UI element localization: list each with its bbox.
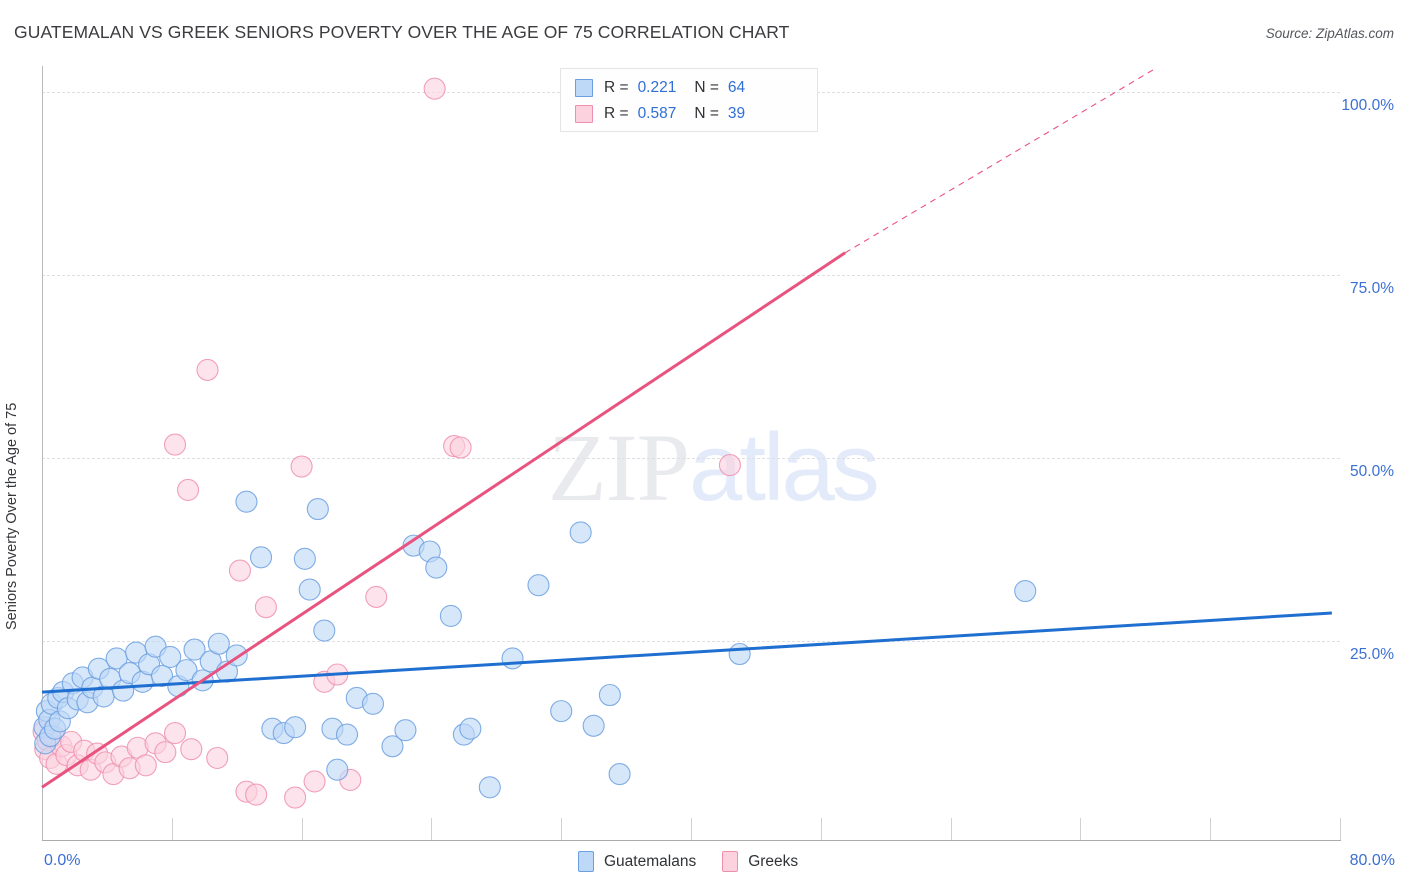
data-point — [423, 77, 446, 100]
n-value-guatemalans: 64 — [727, 79, 746, 96]
data-point — [180, 738, 203, 761]
data-point — [196, 358, 219, 381]
data-point — [608, 763, 631, 786]
data-point — [151, 664, 174, 688]
data-point — [290, 455, 313, 478]
data-point — [303, 770, 326, 793]
x-tick-72 — [1210, 818, 1212, 840]
x-axis-min-label: 0.0% — [44, 852, 81, 869]
series-legend-item-greeks[interactable]: Greeks — [722, 851, 798, 872]
trend-extension-greeks — [844, 69, 1154, 254]
data-point — [478, 776, 501, 799]
correlation-legend: R = 0.221 N = 64 R = 0.587 N = 39 — [560, 68, 818, 132]
legend-swatch-greeks — [575, 105, 593, 123]
data-point — [326, 758, 349, 781]
n-value-greeks: 39 — [727, 105, 746, 122]
x-tick-8 — [171, 818, 173, 840]
data-point — [206, 746, 229, 770]
trend-line-greeks — [41, 251, 846, 789]
r-value-greeks: 0.587 — [637, 105, 677, 122]
legend-row-greeks: R = 0.587 N = 39 — [575, 101, 807, 127]
data-point — [154, 741, 177, 764]
data-point — [207, 632, 230, 655]
trend-line-guatemalans — [41, 611, 1332, 694]
data-point — [175, 659, 198, 682]
n-label-greeks: N = — [694, 105, 719, 122]
n-label-guatemalans: N = — [694, 79, 719, 96]
y-tick-label-25: 25.0% — [1350, 645, 1394, 663]
x-tick-64 — [1080, 818, 1082, 840]
data-point — [134, 754, 157, 777]
x-axis-line — [42, 840, 1341, 841]
scatter-group-greeks — [32, 77, 741, 809]
r-value-guatemalans: 0.221 — [637, 79, 677, 96]
data-point — [254, 596, 277, 619]
data-point — [335, 723, 359, 746]
data-point — [425, 556, 448, 579]
series-swatch-greeks — [722, 851, 739, 872]
data-point — [527, 574, 550, 597]
data-point — [245, 783, 268, 806]
data-point — [235, 490, 258, 513]
data-point — [293, 547, 316, 570]
data-point — [365, 585, 388, 608]
data-point — [439, 604, 462, 627]
gridline-y-25 — [42, 640, 1340, 642]
r-label-greeks: R = — [604, 105, 629, 122]
data-point — [718, 454, 741, 477]
data-point — [298, 578, 321, 601]
gridline-y-75 — [42, 274, 1340, 276]
page-title: GUATEMALAN VS GREEK SENIORS POVERTY OVER… — [14, 22, 790, 42]
data-point — [582, 714, 605, 737]
data-point — [176, 478, 200, 502]
data-point — [381, 735, 404, 758]
y-axis-line — [42, 66, 43, 840]
data-point — [501, 647, 524, 670]
data-point — [183, 638, 206, 661]
data-point — [249, 546, 273, 569]
series-legend-item-guatemalans[interactable]: Guatemalans — [578, 851, 696, 872]
data-point — [728, 642, 751, 666]
legend-row-guatemalans: R = 0.221 N = 64 — [575, 75, 807, 101]
y-tick-label-100: 100.0% — [1341, 96, 1394, 114]
data-point — [163, 433, 187, 456]
legend-swatch-guatemalans — [575, 79, 593, 97]
x-tick-80 — [1340, 818, 1341, 840]
x-tick-40 — [691, 818, 692, 840]
y-tick-label-50: 50.0% — [1350, 462, 1394, 480]
data-point — [228, 559, 251, 582]
data-point — [284, 716, 307, 739]
series-label-greeks: Greeks — [748, 852, 799, 870]
x-tick-48 — [820, 818, 822, 840]
data-point — [449, 436, 472, 459]
x-tick-32 — [561, 818, 563, 840]
series-swatch-guatemalans — [578, 851, 594, 872]
x-tick-56 — [950, 818, 952, 840]
series-legend: Guatemalans Greeks — [578, 851, 824, 872]
data-point — [1014, 579, 1037, 603]
r-label-guatemalans: R = — [604, 79, 629, 96]
data-point — [313, 619, 336, 642]
gridline-y-50 — [42, 457, 1340, 459]
data-point — [306, 497, 329, 521]
data-point — [163, 722, 187, 745]
data-point — [284, 786, 307, 809]
data-point — [598, 683, 621, 707]
data-point — [361, 692, 385, 715]
source-label: Source: ZipAtlas.com — [1265, 26, 1394, 41]
data-point — [159, 645, 182, 668]
series-label-guatemalans: Guatemalans — [604, 852, 697, 870]
data-point — [459, 717, 482, 740]
y-tick-label-75: 75.0% — [1350, 279, 1394, 297]
x-tick-24 — [431, 818, 433, 840]
x-axis-max-label: 80.0% — [1349, 852, 1395, 869]
data-point — [394, 719, 417, 742]
scatter-group-guatemalans — [33, 490, 1037, 799]
x-tick-16 — [301, 818, 303, 840]
data-point — [569, 521, 592, 544]
data-point — [550, 700, 573, 723]
